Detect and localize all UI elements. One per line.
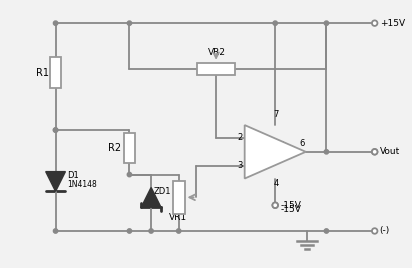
- Circle shape: [372, 20, 377, 26]
- Polygon shape: [46, 172, 66, 191]
- Text: -: -: [250, 131, 254, 143]
- Text: 6: 6: [300, 139, 305, 148]
- Text: ZD1: ZD1: [154, 187, 171, 196]
- Text: D1: D1: [68, 170, 79, 180]
- Text: 2: 2: [238, 133, 243, 143]
- Text: 7: 7: [273, 110, 279, 119]
- Circle shape: [272, 203, 278, 208]
- Circle shape: [272, 203, 278, 208]
- Text: -15V: -15V: [280, 201, 301, 210]
- Text: 4: 4: [273, 180, 279, 188]
- Circle shape: [54, 229, 58, 233]
- Bar: [124, 133, 135, 163]
- Circle shape: [372, 228, 377, 234]
- Circle shape: [324, 229, 329, 233]
- Text: 741: 741: [272, 151, 286, 160]
- Circle shape: [176, 229, 181, 233]
- Text: (-): (-): [379, 226, 390, 236]
- Text: +: +: [250, 160, 259, 170]
- Circle shape: [54, 128, 58, 132]
- Circle shape: [324, 21, 329, 25]
- Circle shape: [324, 150, 329, 154]
- Bar: [197, 63, 235, 75]
- Circle shape: [127, 21, 131, 25]
- Text: 1N4148: 1N4148: [68, 180, 97, 189]
- Text: IC1: IC1: [273, 142, 285, 150]
- Circle shape: [127, 229, 131, 233]
- Text: 3: 3: [238, 161, 243, 170]
- Text: VR1: VR1: [169, 213, 187, 222]
- Polygon shape: [141, 187, 161, 207]
- Circle shape: [54, 21, 58, 25]
- Bar: [173, 181, 185, 214]
- Circle shape: [54, 128, 58, 132]
- Circle shape: [372, 149, 377, 155]
- Text: R2: R2: [108, 143, 121, 153]
- Circle shape: [273, 21, 277, 25]
- Bar: [50, 57, 61, 88]
- Circle shape: [149, 229, 153, 233]
- Text: -15V: -15V: [280, 205, 301, 214]
- Circle shape: [372, 149, 377, 155]
- Text: Vout: Vout: [379, 147, 400, 156]
- Text: +15V: +15V: [379, 19, 405, 28]
- Text: R1: R1: [36, 68, 49, 78]
- Text: VR2: VR2: [208, 48, 226, 57]
- Polygon shape: [245, 125, 306, 178]
- Circle shape: [127, 172, 131, 177]
